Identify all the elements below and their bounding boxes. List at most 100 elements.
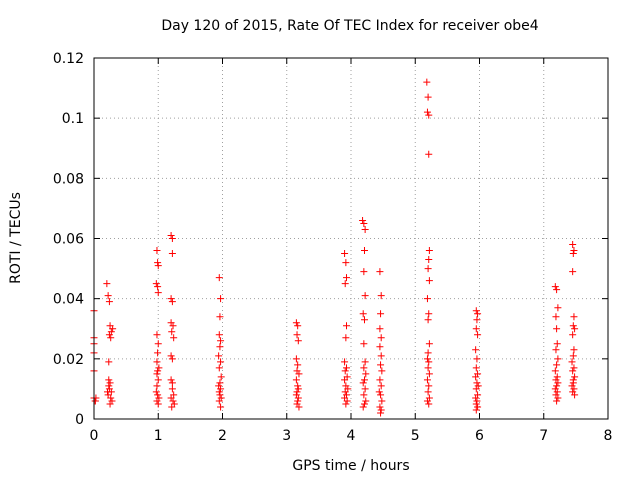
data-point xyxy=(109,325,117,333)
x-tick-label: 1 xyxy=(154,428,163,444)
data-point xyxy=(170,334,178,342)
data-point xyxy=(153,331,161,339)
data-point xyxy=(553,382,561,390)
data-point xyxy=(343,364,351,372)
data-point xyxy=(424,93,432,101)
data-point xyxy=(107,334,115,342)
data-point xyxy=(554,394,562,402)
data-point xyxy=(474,391,482,399)
data-point xyxy=(569,241,577,249)
data-point xyxy=(152,388,160,396)
data-point xyxy=(554,379,562,387)
data-point xyxy=(215,364,223,372)
data-point xyxy=(168,403,176,411)
data-point xyxy=(168,250,176,258)
data-point xyxy=(360,400,368,408)
data-point xyxy=(107,394,115,402)
data-point xyxy=(474,310,482,318)
data-point xyxy=(154,259,162,267)
data-point xyxy=(359,310,367,318)
data-point xyxy=(551,385,559,393)
data-point xyxy=(342,334,350,342)
data-point xyxy=(473,397,481,405)
data-point xyxy=(154,400,162,408)
data-point xyxy=(294,397,302,405)
data-point xyxy=(153,358,161,366)
y-tick-label: 0.1 xyxy=(62,111,84,127)
x-tick-label: 6 xyxy=(475,428,484,444)
data-point xyxy=(472,364,480,372)
data-point xyxy=(473,355,481,363)
data-point xyxy=(553,397,561,405)
x-tick-label: 8 xyxy=(604,428,613,444)
data-point xyxy=(571,391,579,399)
data-point xyxy=(217,295,225,303)
data-point xyxy=(92,394,100,402)
data-point xyxy=(153,382,161,390)
data-point xyxy=(554,304,562,312)
data-point xyxy=(105,382,113,390)
data-point xyxy=(91,397,99,405)
data-point xyxy=(153,397,161,405)
data-point xyxy=(217,394,225,402)
data-point xyxy=(359,379,367,387)
y-tick-label: 0.12 xyxy=(53,51,84,67)
data-point xyxy=(105,376,113,384)
data-point xyxy=(216,391,224,399)
data-point xyxy=(294,394,302,402)
data-point xyxy=(473,379,481,387)
data-point xyxy=(472,373,480,381)
data-point xyxy=(425,400,433,408)
data-point xyxy=(472,394,480,402)
data-point xyxy=(423,376,431,384)
data-point xyxy=(423,295,431,303)
data-point xyxy=(569,367,577,375)
data-point xyxy=(472,325,480,333)
data-point xyxy=(294,361,302,369)
data-point xyxy=(295,370,303,378)
data-point xyxy=(553,373,561,381)
data-point xyxy=(551,367,559,375)
data-point xyxy=(154,391,162,399)
data-point xyxy=(294,382,302,390)
data-point xyxy=(570,247,578,255)
data-point xyxy=(376,325,384,333)
data-point xyxy=(103,280,111,288)
axis-ticks xyxy=(93,57,609,420)
data-point xyxy=(217,358,225,366)
data-point xyxy=(342,400,350,408)
data-point xyxy=(569,376,577,384)
y-tick-label: 0 xyxy=(75,412,84,428)
data-point xyxy=(341,250,349,258)
data-point xyxy=(169,397,177,405)
data-point xyxy=(472,400,480,408)
data-point xyxy=(425,358,433,366)
data-point xyxy=(292,319,300,327)
data-point xyxy=(215,331,223,339)
data-point xyxy=(105,385,113,393)
data-point xyxy=(168,379,176,387)
data-point xyxy=(569,352,577,360)
data-point xyxy=(362,370,370,378)
x-tick-label: 3 xyxy=(282,428,291,444)
data-point xyxy=(341,388,349,396)
data-point xyxy=(376,376,384,384)
data-point xyxy=(424,349,432,357)
y-tick-label: 0.04 xyxy=(53,292,84,308)
data-point xyxy=(423,397,431,405)
data-point xyxy=(376,403,384,411)
data-point xyxy=(168,385,176,393)
data-point xyxy=(359,403,367,411)
data-point xyxy=(341,367,349,375)
data-point xyxy=(423,108,431,116)
data-point xyxy=(360,219,368,227)
data-point xyxy=(343,322,351,330)
data-point xyxy=(377,391,385,399)
data-point xyxy=(215,274,223,282)
data-point xyxy=(377,361,385,369)
data-point xyxy=(554,355,562,363)
data-point xyxy=(570,346,578,354)
data-point xyxy=(569,268,577,276)
data-point xyxy=(105,358,113,366)
